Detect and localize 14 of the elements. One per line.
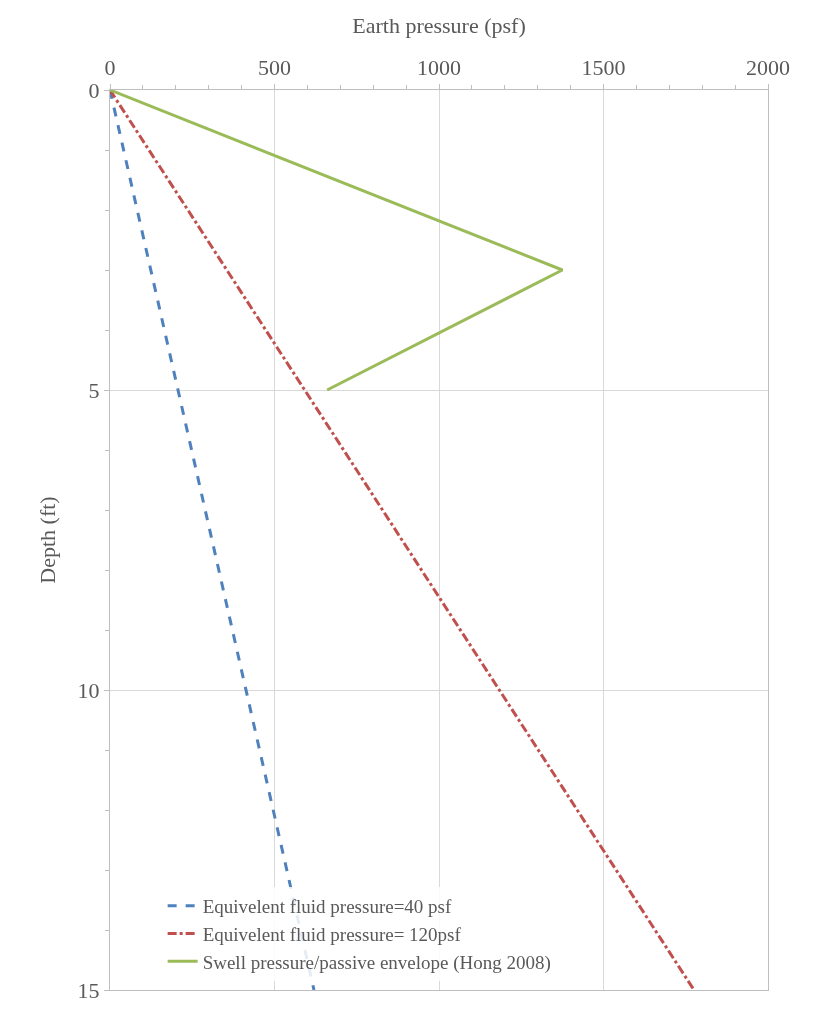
y-axis-title: Depth (ft) bbox=[35, 496, 61, 584]
y-tick-label: 5 bbox=[88, 377, 100, 403]
x-tick-label: 1500 bbox=[581, 55, 626, 81]
y-tick-label: 10 bbox=[77, 677, 100, 703]
x-tick-label: 2000 bbox=[746, 55, 790, 81]
legend-label: Equivelent fluid pressure=40 psf bbox=[202, 896, 452, 918]
x-tick-label: 500 bbox=[258, 55, 291, 81]
legend-label: Swell pressure/passive envelope (Hong 2008) bbox=[202, 951, 551, 974]
y-tick-label: 15 bbox=[77, 977, 100, 1003]
x-tick-label: 1000 bbox=[417, 55, 461, 81]
y-tick-label: 0 bbox=[88, 77, 100, 103]
legend-label: Equivelent fluid pressure= 120psf bbox=[202, 923, 462, 945]
x-tick-label: 0 bbox=[104, 55, 116, 81]
x-axis-title: Earth pressure (psf) bbox=[352, 13, 526, 38]
